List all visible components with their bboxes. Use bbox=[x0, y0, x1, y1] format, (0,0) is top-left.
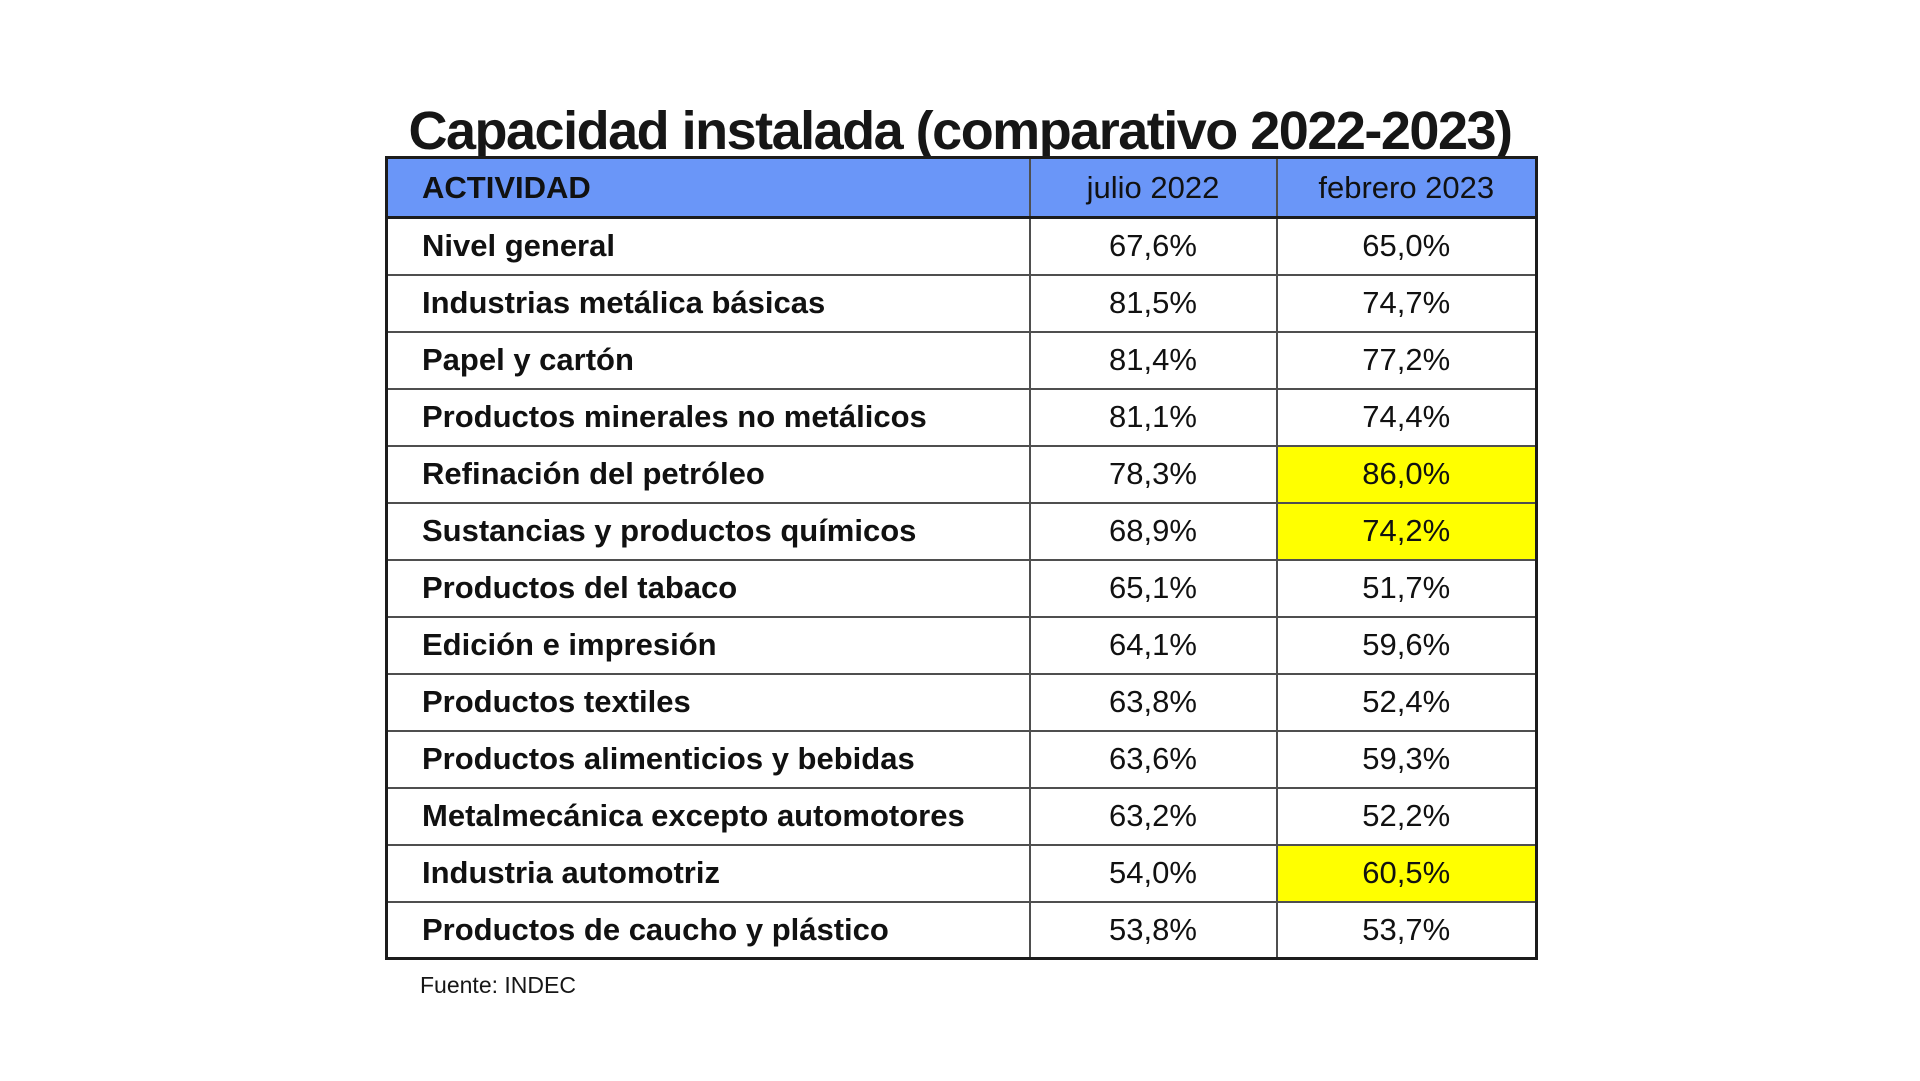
febrero-2023-value-cell: 74,7% bbox=[1275, 273, 1538, 333]
activity-cell: Metalmecánica excepto automotores bbox=[385, 786, 1031, 846]
capacity-table-container: ACTIVIDAD julio 2022 febrero 2023 Nivel … bbox=[385, 156, 1538, 960]
source-note: Fuente: INDEC bbox=[420, 972, 576, 998]
julio-2022-value-cell: 67,6% bbox=[1028, 216, 1278, 276]
table-row: Productos minerales no metálicos 81,1% 7… bbox=[385, 387, 1538, 447]
table-row: Edición e impresión 64,1% 59,6% bbox=[385, 615, 1538, 675]
julio-2022-value-cell: 63,8% bbox=[1028, 672, 1278, 732]
table-row: Industrias metálica básicas 81,5% 74,7% bbox=[385, 273, 1538, 333]
febrero-2023-value-cell: 59,6% bbox=[1275, 615, 1538, 675]
activity-cell: Refinación del petróleo bbox=[385, 444, 1031, 504]
activity-cell: Industrias metálica básicas bbox=[385, 273, 1031, 333]
column-header-febrero-2023: febrero 2023 bbox=[1275, 156, 1538, 219]
table-row: Papel y cartón 81,4% 77,2% bbox=[385, 330, 1538, 390]
febrero-2023-value-cell: 52,2% bbox=[1275, 786, 1538, 846]
activity-cell: Productos del tabaco bbox=[385, 558, 1031, 618]
febrero-2023-value-cell: 52,4% bbox=[1275, 672, 1538, 732]
julio-2022-value-cell: 63,2% bbox=[1028, 786, 1278, 846]
table-row: Industria automotriz 54,0% 60,5% bbox=[385, 843, 1538, 903]
activity-cell: Nivel general bbox=[385, 216, 1031, 276]
column-header-actividad: ACTIVIDAD bbox=[385, 156, 1031, 219]
header-row: ACTIVIDAD julio 2022 febrero 2023 bbox=[385, 156, 1538, 219]
activity-cell: Productos de caucho y plástico bbox=[385, 900, 1031, 960]
column-header-julio-2022: julio 2022 bbox=[1028, 156, 1278, 219]
febrero-2023-value-cell: 77,2% bbox=[1275, 330, 1538, 390]
febrero-2023-value-cell: 74,2% bbox=[1275, 501, 1538, 561]
table-row: Metalmecánica excepto automotores 63,2% … bbox=[385, 786, 1538, 846]
febrero-2023-value-cell: 53,7% bbox=[1275, 900, 1538, 960]
activity-cell: Productos minerales no metálicos bbox=[385, 387, 1031, 447]
febrero-2023-value-cell: 86,0% bbox=[1275, 444, 1538, 504]
julio-2022-value-cell: 81,5% bbox=[1028, 273, 1278, 333]
julio-2022-value-cell: 81,4% bbox=[1028, 330, 1278, 390]
table-body: Nivel general 67,6% 65,0% Industrias met… bbox=[385, 216, 1538, 960]
julio-2022-value-cell: 68,9% bbox=[1028, 501, 1278, 561]
activity-cell: Papel y cartón bbox=[385, 330, 1031, 390]
activity-cell: Productos alimenticios y bebidas bbox=[385, 729, 1031, 789]
table-row: Refinación del petróleo 78,3% 86,0% bbox=[385, 444, 1538, 504]
julio-2022-value-cell: 78,3% bbox=[1028, 444, 1278, 504]
febrero-2023-value-cell: 51,7% bbox=[1275, 558, 1538, 618]
activity-cell: Sustancias y productos químicos bbox=[385, 501, 1031, 561]
activity-cell: Productos textiles bbox=[385, 672, 1031, 732]
julio-2022-value-cell: 81,1% bbox=[1028, 387, 1278, 447]
febrero-2023-value-cell: 60,5% bbox=[1275, 843, 1538, 903]
table-row: Nivel general 67,6% 65,0% bbox=[385, 216, 1538, 276]
febrero-2023-value-cell: 65,0% bbox=[1275, 216, 1538, 276]
table-row: Productos de caucho y plástico 53,8% 53,… bbox=[385, 900, 1538, 960]
table-row: Productos del tabaco 65,1% 51,7% bbox=[385, 558, 1538, 618]
table-row: Productos alimenticios y bebidas 63,6% 5… bbox=[385, 729, 1538, 789]
febrero-2023-value-cell: 74,4% bbox=[1275, 387, 1538, 447]
febrero-2023-value-cell: 59,3% bbox=[1275, 729, 1538, 789]
julio-2022-value-cell: 65,1% bbox=[1028, 558, 1278, 618]
julio-2022-value-cell: 64,1% bbox=[1028, 615, 1278, 675]
page-title: Capacidad instalada (comparativo 2022-20… bbox=[408, 101, 1514, 162]
table-row: Productos textiles 63,8% 52,4% bbox=[385, 672, 1538, 732]
julio-2022-value-cell: 53,8% bbox=[1028, 900, 1278, 960]
capacity-table: ACTIVIDAD julio 2022 febrero 2023 Nivel … bbox=[385, 156, 1538, 960]
table-row: Sustancias y productos químicos 68,9% 74… bbox=[385, 501, 1538, 561]
activity-cell: Industria automotriz bbox=[385, 843, 1031, 903]
julio-2022-value-cell: 54,0% bbox=[1028, 843, 1278, 903]
activity-cell: Edición e impresión bbox=[385, 615, 1031, 675]
julio-2022-value-cell: 63,6% bbox=[1028, 729, 1278, 789]
table-header: ACTIVIDAD julio 2022 febrero 2023 bbox=[385, 156, 1538, 219]
